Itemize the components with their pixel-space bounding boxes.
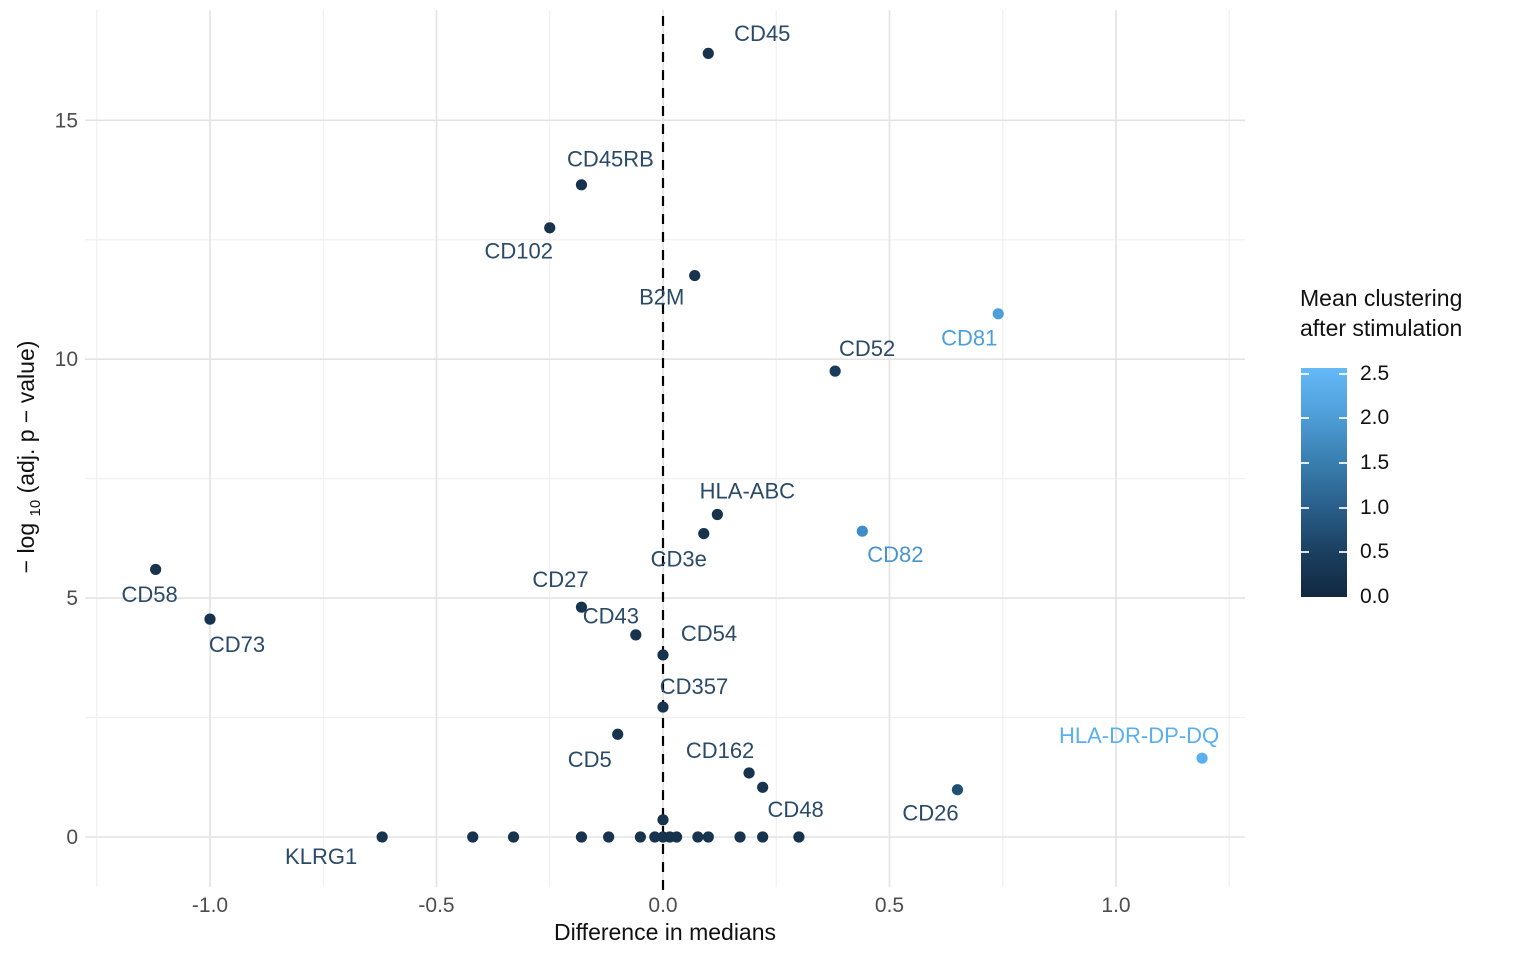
data-point-unlabeled	[657, 814, 669, 826]
data-point-label-CD102: CD102	[485, 239, 553, 264]
legend-tick-mark	[1301, 551, 1309, 554]
data-point-unlabeled	[757, 831, 769, 843]
data-point-CD82	[856, 525, 868, 537]
data-point-label-CD162: CD162	[686, 738, 754, 763]
data-point-CD162	[743, 767, 755, 779]
data-point-CD3e	[698, 527, 710, 540]
data-point-CD357	[657, 701, 669, 713]
legend-tick-mark	[1301, 417, 1309, 420]
data-point-label-CD27: CD27	[532, 567, 588, 592]
data-point-label-CD45RB: CD45RB	[567, 147, 654, 172]
data-point-label-CD357: CD357	[660, 674, 728, 699]
legend-tick-label: 2.5	[1360, 361, 1390, 385]
legend-tick-mark	[1301, 372, 1309, 375]
data-point-unlabeled	[670, 831, 683, 843]
legend-tick-label: 2.0	[1360, 406, 1390, 430]
data-point-CD5	[612, 728, 624, 740]
data-point-label-HLA-DR-DP-DQ: HLA-DR-DP-DQ	[1059, 723, 1219, 748]
data-point-unlabeled	[575, 831, 588, 843]
data-point-CD102	[544, 222, 556, 234]
grid-minor	[85, 10, 1245, 887]
legend-tick-label: 1.5	[1360, 451, 1390, 475]
data-point-label-KLRG1: KLRG1	[285, 844, 357, 869]
data-point-unlabeled	[634, 831, 646, 843]
x-tick-label: -1.0	[192, 894, 228, 917]
data-point-label-CD52: CD52	[839, 336, 895, 361]
y-axis-title-prefix: − log	[13, 523, 39, 574]
data-point-unlabeled	[793, 831, 805, 843]
data-point-unlabeled	[467, 831, 479, 843]
data-point-labels: CD45 CD45RB CD102 B2M CD81 CD52 HLA-ABC CD3e CD8…	[122, 21, 1220, 869]
data-point-label-CD54: CD54	[681, 621, 737, 646]
legend-tick-mark	[1339, 551, 1347, 554]
x-tick-label: -0.5	[418, 894, 454, 917]
data-point-CD45	[702, 47, 714, 60]
data-point-CD52	[829, 365, 841, 377]
data-point-unlabeled	[649, 831, 661, 843]
data-point-CD73	[204, 613, 216, 625]
legend-tick-mark	[1339, 372, 1347, 375]
data-point-label-HLA-ABC: HLA-ABC	[700, 478, 795, 503]
legend-tick-mark	[1339, 417, 1347, 420]
legend-tick-label: 1.0	[1360, 495, 1390, 519]
data-point-label-B2M: B2M	[639, 284, 684, 309]
data-point-unlabeled	[603, 831, 615, 843]
data-point-label-CD82: CD82	[867, 542, 923, 567]
y-tick-label: 15	[55, 109, 78, 132]
y-tick-label: 0	[66, 826, 78, 849]
data-point-label-CD81: CD81	[941, 326, 997, 351]
data-point-label-CD58: CD58	[122, 582, 178, 607]
x-axis-title: Difference in medians	[554, 919, 776, 945]
legend-title: Mean clustering after stimulation	[1300, 285, 1463, 342]
legend-tick-mark	[1301, 506, 1309, 509]
y-tick-label: 10	[55, 348, 78, 371]
data-point-label-CD43: CD43	[583, 604, 639, 629]
y-tick-label: 5	[66, 587, 78, 610]
data-point-label-CD45: CD45	[734, 21, 790, 46]
data-point-CD43	[630, 629, 642, 641]
data-point-KLRG1	[376, 831, 388, 843]
data-point-label-CD26: CD26	[902, 801, 958, 826]
grid-major	[85, 10, 1245, 887]
legend-tick-label: 0.0	[1360, 585, 1390, 608]
data-point-CD81	[992, 308, 1004, 320]
data-point-CD48	[757, 781, 769, 793]
x-tick-label: 0.5	[875, 894, 904, 917]
data-point-label-CD48: CD48	[768, 797, 824, 822]
data-point-label-CD5: CD5	[568, 747, 612, 772]
data-point-unlabeled	[702, 831, 714, 843]
data-point-CD54	[657, 649, 669, 661]
data-point-HLA-ABC	[711, 508, 723, 521]
x-axis-tick-labels: -1.0 -0.5 0.0 0.5 1.0	[192, 894, 1131, 917]
data-point-CD26	[951, 784, 964, 796]
legend-tick-mark	[1339, 462, 1347, 465]
data-point-CD58	[150, 563, 162, 576]
y-axis-tick-labels: 0 5 10 15	[55, 109, 78, 849]
data-point-label-CD3e: CD3e	[651, 546, 707, 571]
legend-tick-label: 0.5	[1360, 540, 1390, 564]
data-point-CD45RB	[575, 179, 588, 191]
data-point-unlabeled	[692, 831, 704, 843]
legend-tick-mark	[1301, 462, 1309, 465]
data-point-HLA-DR-DP-DQ	[1196, 752, 1208, 764]
legend-tick-mark	[1339, 506, 1347, 509]
y-axis-title-subscript: 10	[27, 500, 44, 517]
y-axis-title-suffix: (adj. p − value)	[13, 341, 39, 494]
data-point-unlabeled	[734, 831, 746, 843]
legend-colorbar	[1301, 368, 1347, 597]
data-points	[150, 47, 1208, 843]
x-tick-label: 0.0	[648, 894, 677, 917]
data-point-B2M	[689, 269, 701, 282]
data-point-label-CD73: CD73	[209, 632, 265, 657]
x-tick-label: 1.0	[1101, 894, 1130, 917]
y-axis-title: − log 10 (adj. p − value)	[13, 341, 45, 574]
data-point-unlabeled	[507, 831, 520, 843]
data-point-CD27	[575, 601, 588, 613]
